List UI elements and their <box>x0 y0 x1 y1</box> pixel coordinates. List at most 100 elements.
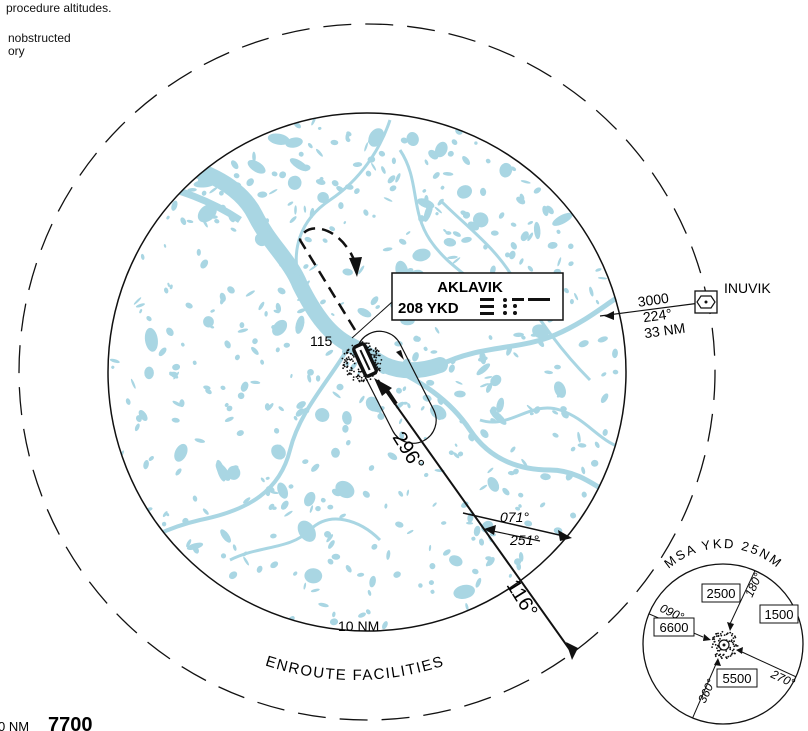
lake <box>303 205 307 213</box>
holding-pattern <box>355 330 437 444</box>
lake <box>237 392 245 400</box>
lake <box>382 247 393 252</box>
lake <box>138 410 148 421</box>
lake <box>371 543 378 550</box>
lake <box>294 205 297 215</box>
lake <box>319 176 324 181</box>
outbound-course-label: 116° <box>502 576 542 621</box>
lake <box>474 141 478 145</box>
lake <box>473 525 481 537</box>
lake <box>449 555 463 567</box>
lake <box>320 497 326 503</box>
lake <box>489 409 507 425</box>
lake <box>412 248 431 262</box>
lake <box>166 215 170 220</box>
lake <box>214 218 220 224</box>
lake <box>521 458 528 467</box>
lake <box>144 327 158 352</box>
lake <box>293 571 298 576</box>
lake <box>297 520 316 542</box>
lake <box>557 257 562 267</box>
lake <box>577 443 587 448</box>
lake <box>513 352 519 358</box>
lake <box>220 553 227 559</box>
lake <box>601 372 607 377</box>
lake <box>391 157 397 165</box>
lake <box>554 364 561 370</box>
lake <box>568 261 574 267</box>
lake <box>293 269 300 275</box>
lake <box>166 327 174 337</box>
lake <box>490 374 502 387</box>
lake <box>216 459 226 482</box>
lake <box>336 383 344 391</box>
lake <box>597 277 608 280</box>
note-unobstructed: nobstructed <box>8 31 71 45</box>
lake <box>317 191 329 204</box>
lake <box>307 368 314 376</box>
lake <box>406 529 414 535</box>
lake <box>435 368 441 371</box>
lake <box>363 209 369 216</box>
lake <box>331 488 341 497</box>
lake <box>310 588 320 593</box>
lake <box>342 411 352 425</box>
lake <box>600 393 609 403</box>
lake <box>509 250 516 260</box>
lake <box>532 324 550 339</box>
lake <box>490 406 497 413</box>
lake <box>434 141 448 158</box>
lake <box>203 316 214 328</box>
lake <box>430 350 438 354</box>
lake <box>307 143 313 149</box>
lake <box>475 577 482 588</box>
lake <box>539 502 546 508</box>
lake <box>472 568 479 575</box>
lake <box>393 571 401 578</box>
lake <box>234 354 240 361</box>
lake <box>125 398 131 405</box>
lake <box>209 186 218 194</box>
lake <box>398 418 403 425</box>
lake <box>133 297 142 305</box>
lake <box>297 308 306 314</box>
note-procedure-altitudes: procedure altitudes. <box>6 1 112 15</box>
lake <box>311 116 316 126</box>
lake <box>447 150 454 157</box>
lake <box>581 491 587 498</box>
lake <box>367 589 372 596</box>
lake <box>484 376 493 379</box>
lake <box>518 504 522 508</box>
lake <box>342 268 353 276</box>
lake <box>264 311 268 317</box>
lake <box>303 407 310 414</box>
lake <box>205 198 211 205</box>
vor-hexagon-icon <box>696 295 716 309</box>
lake <box>250 380 261 385</box>
lake <box>203 385 211 390</box>
lake <box>329 226 336 232</box>
lake <box>594 441 600 449</box>
lake <box>359 395 365 404</box>
lake <box>300 164 311 172</box>
lake <box>243 497 251 504</box>
lake <box>368 128 385 147</box>
lake <box>383 197 393 202</box>
lake <box>384 503 388 509</box>
lake <box>457 451 464 457</box>
lake <box>182 517 189 524</box>
lake <box>192 360 197 365</box>
lake <box>447 255 458 259</box>
lake <box>224 416 234 423</box>
lake <box>428 149 439 160</box>
lake <box>256 565 263 573</box>
lake <box>315 375 321 382</box>
lake <box>304 236 312 243</box>
lake <box>455 380 463 385</box>
lake <box>477 356 488 362</box>
lake <box>465 603 469 611</box>
lake <box>260 477 265 483</box>
lake <box>343 221 347 225</box>
lake <box>423 472 429 478</box>
lake <box>252 338 258 345</box>
